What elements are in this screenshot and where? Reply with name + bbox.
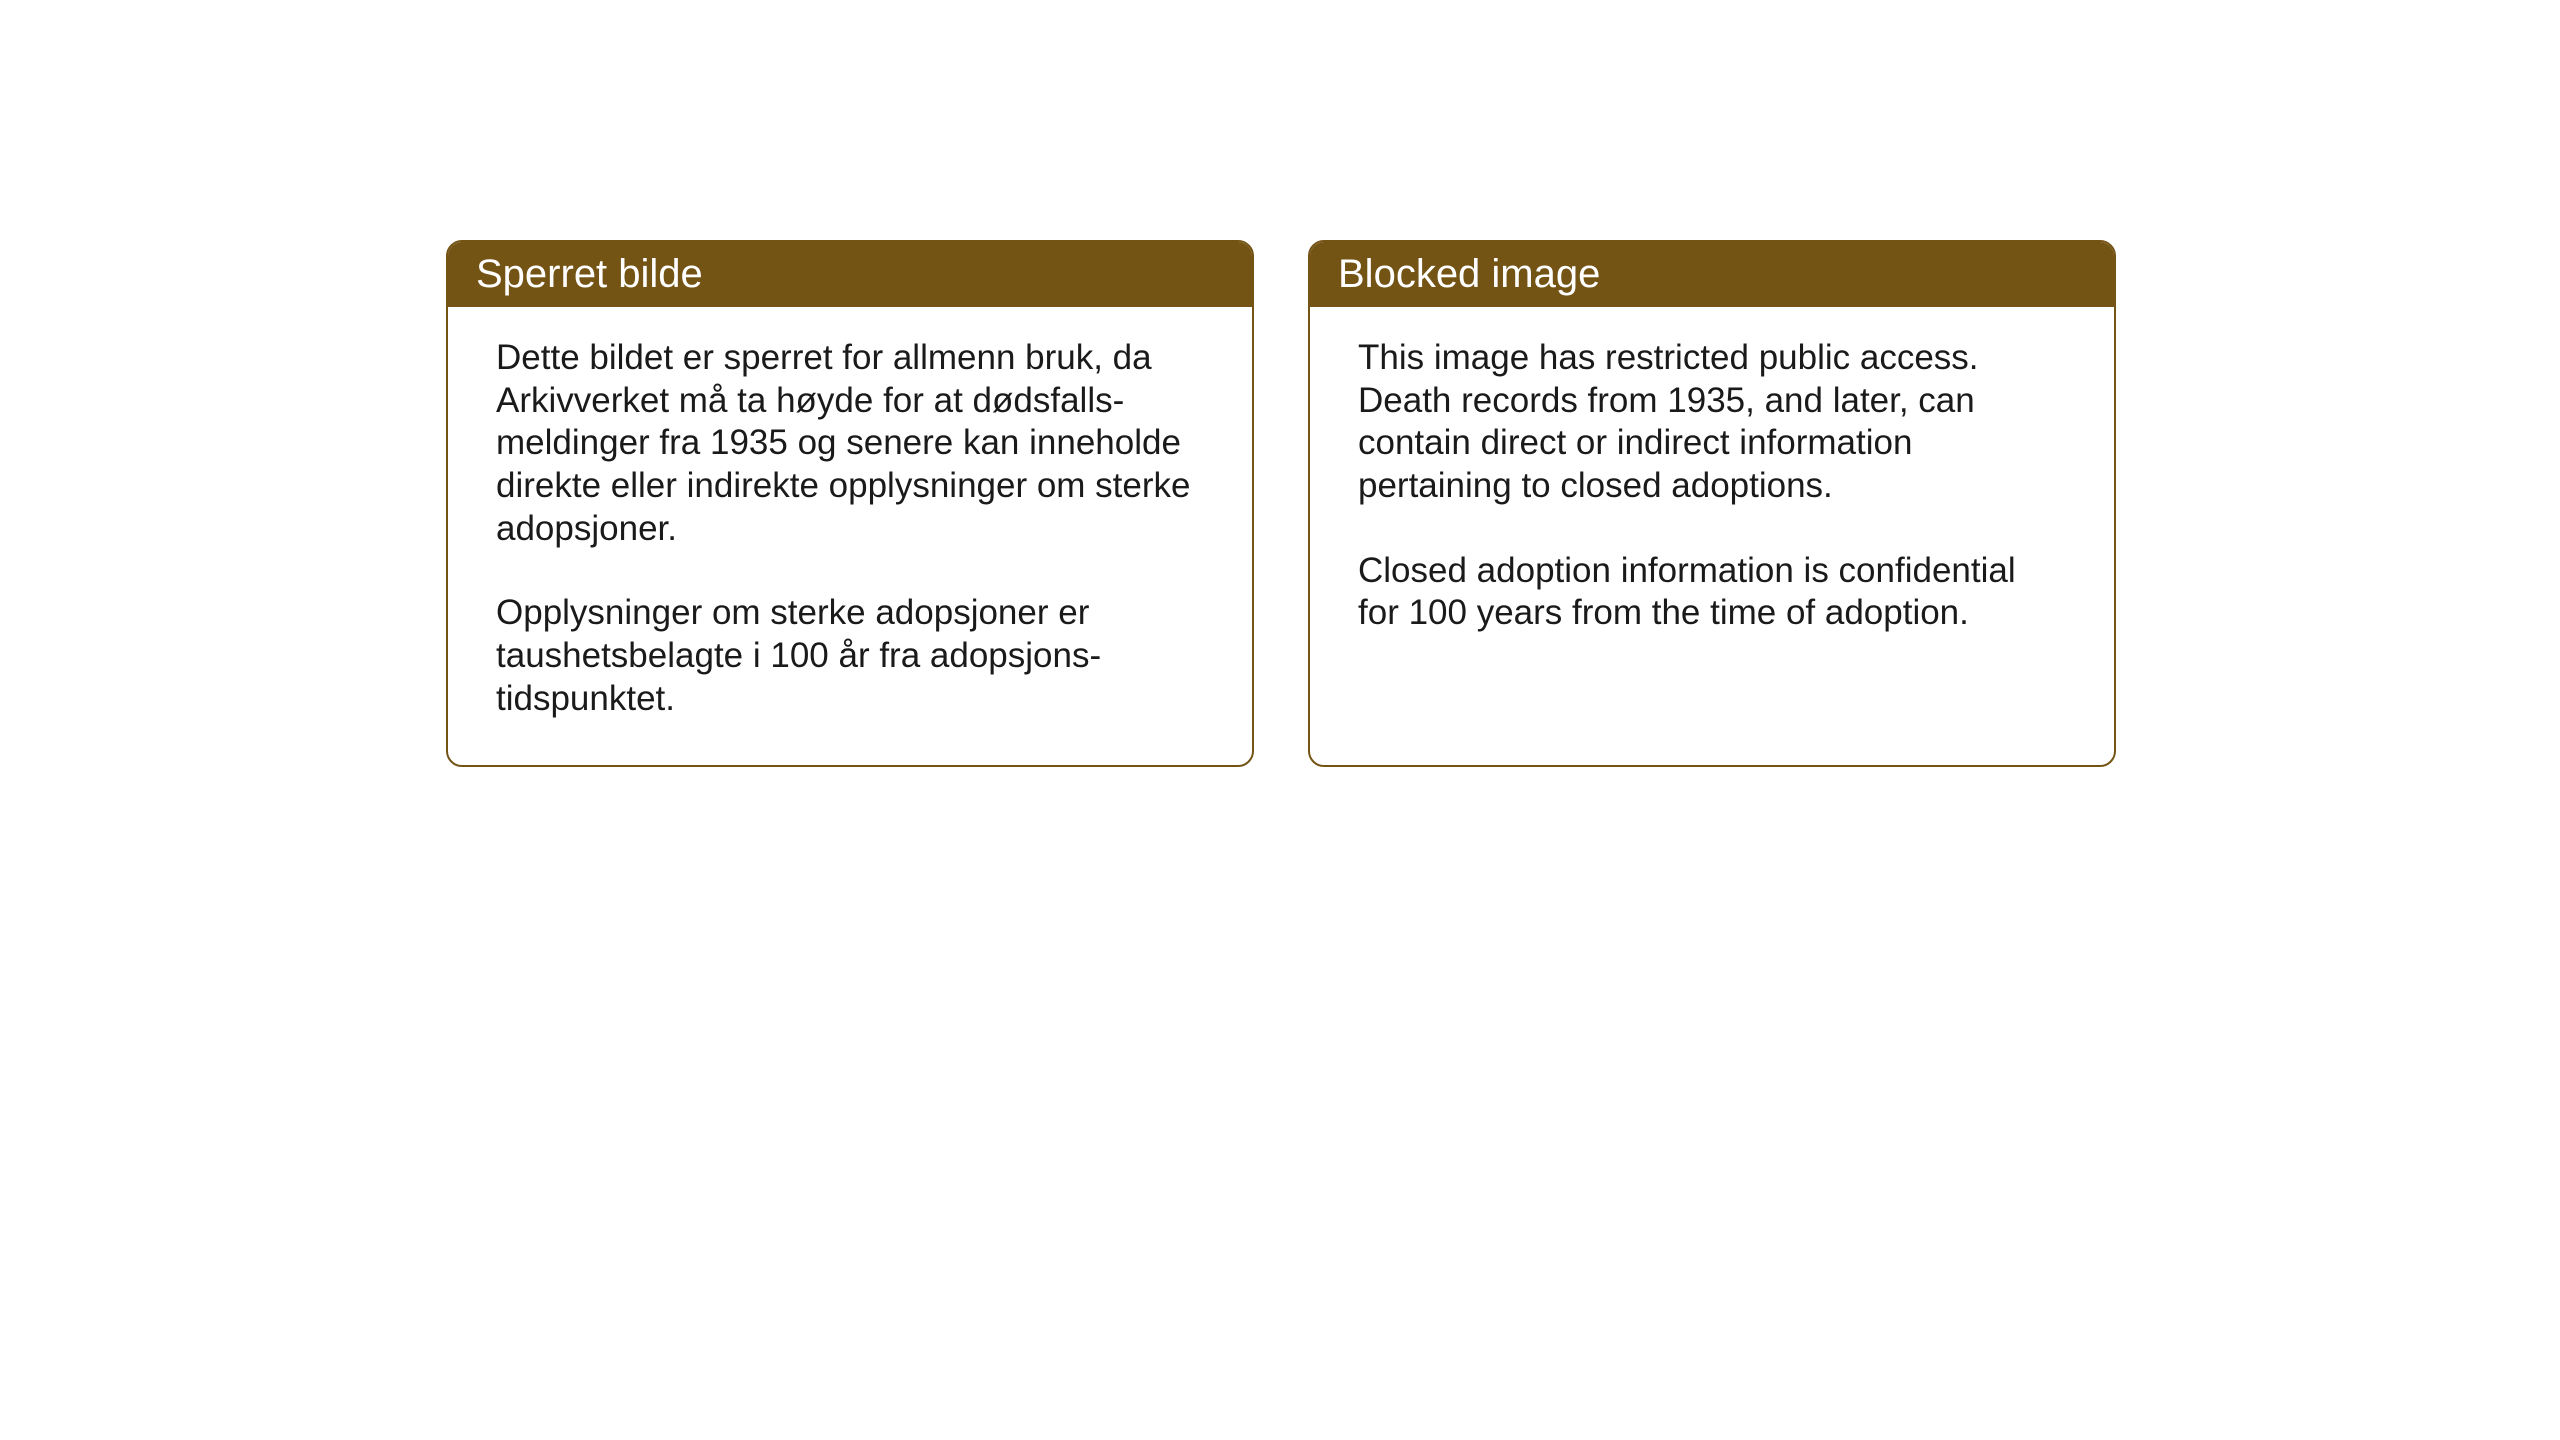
card-paragraph-2: Closed adoption information is confident… (1358, 550, 2066, 635)
card-header: Blocked image (1310, 242, 2114, 307)
card-title: Sperret bilde (476, 252, 703, 296)
notice-card-english: Blocked image This image has restricted … (1308, 240, 2116, 767)
card-header: Sperret bilde (448, 242, 1252, 307)
card-body: Dette bildet er sperret for allmenn bruk… (448, 307, 1252, 765)
notice-card-norwegian: Sperret bilde Dette bildet er sperret fo… (446, 240, 1254, 767)
card-paragraph-1: This image has restricted public access.… (1358, 337, 2066, 508)
card-paragraph-2: Opplysninger om sterke adopsjoner er tau… (496, 592, 1204, 720)
card-title: Blocked image (1338, 252, 1600, 296)
notice-container: Sperret bilde Dette bildet er sperret fo… (446, 240, 2116, 767)
card-paragraph-1: Dette bildet er sperret for allmenn bruk… (496, 337, 1204, 550)
card-body: This image has restricted public access.… (1310, 307, 2114, 679)
